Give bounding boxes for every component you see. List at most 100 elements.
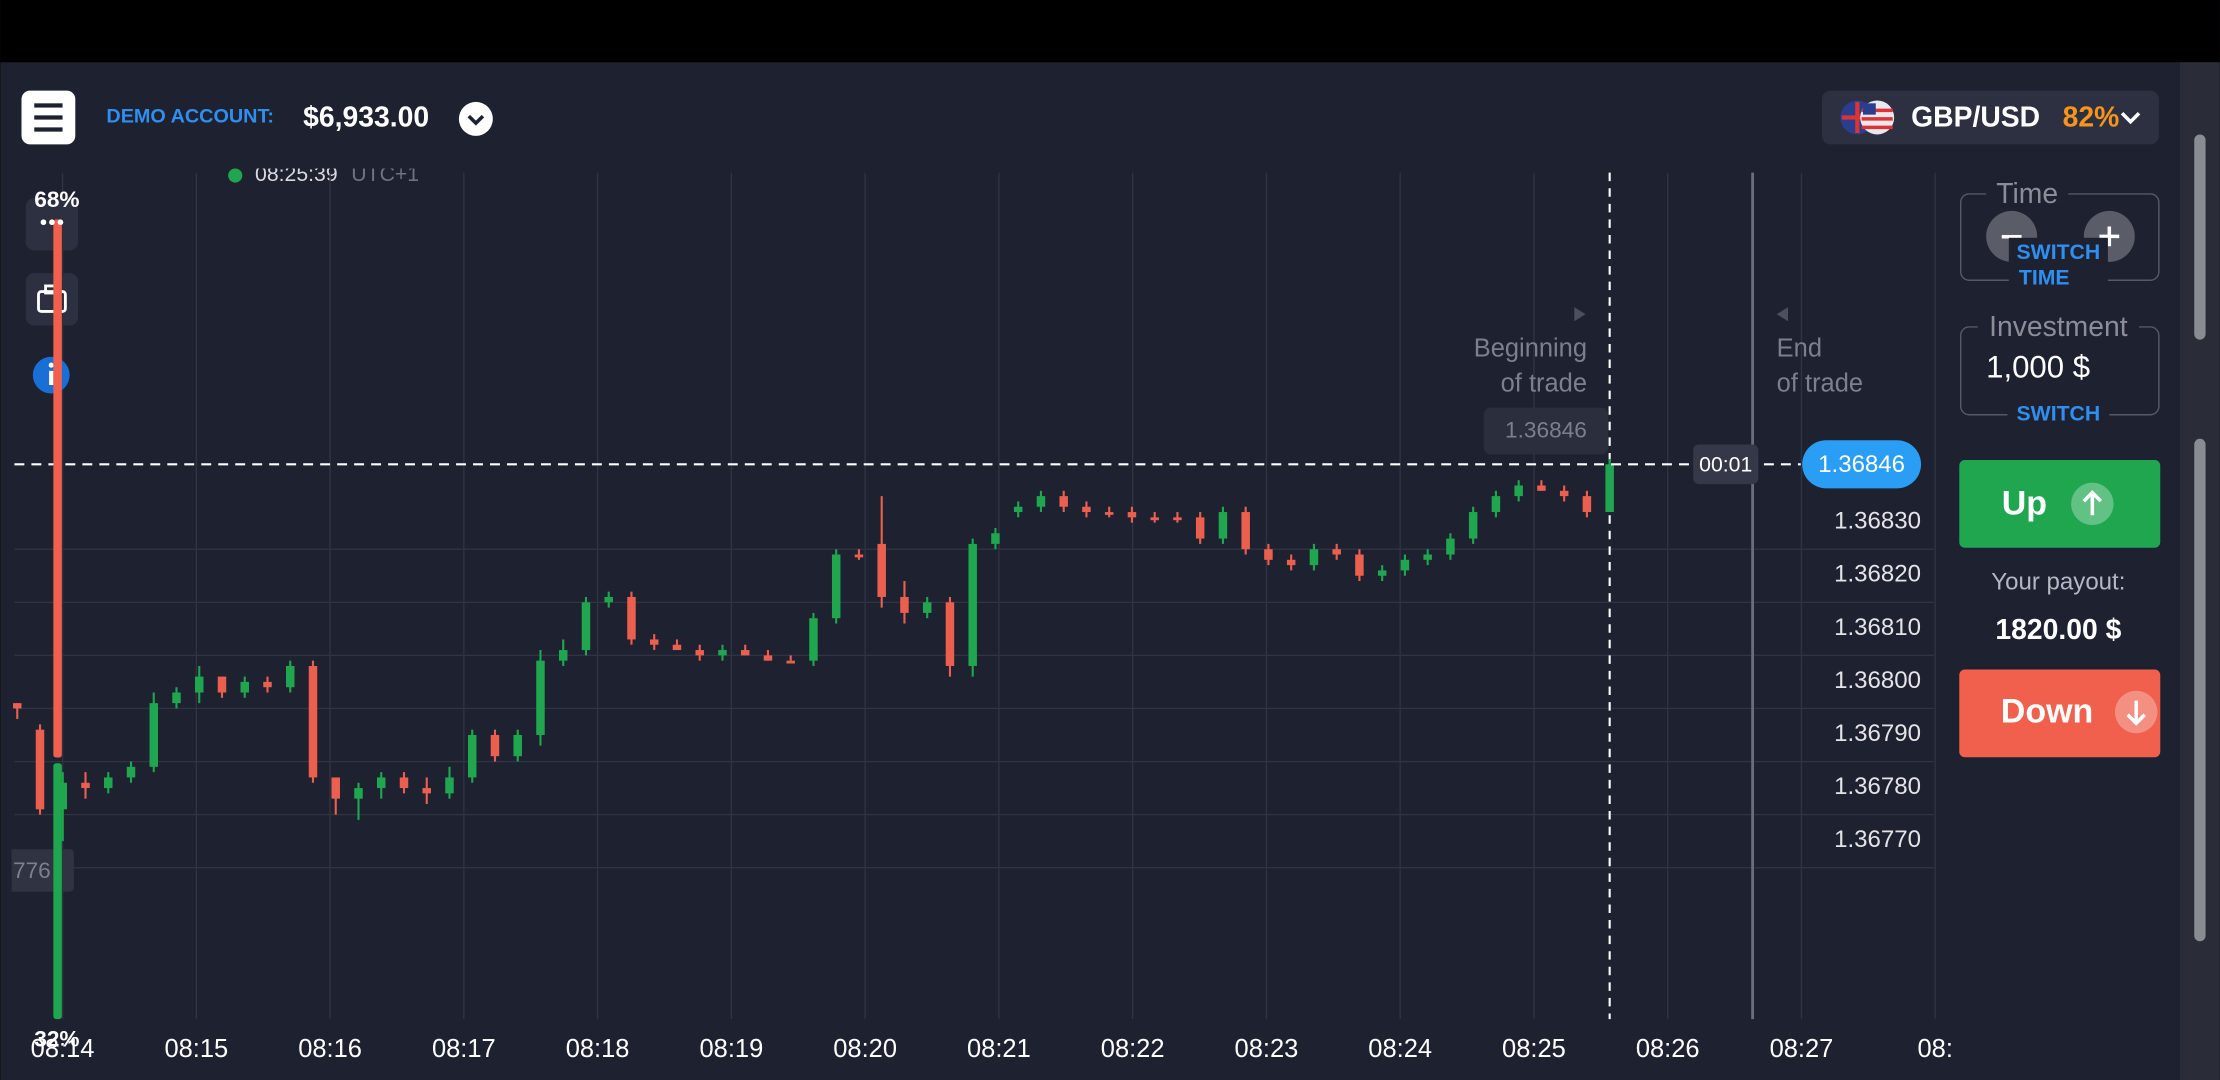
x-tick-label: 08:23 (1235, 1035, 1299, 1063)
switch-time[interactable]: TIME (2019, 266, 2070, 289)
chevron-icon (467, 114, 485, 126)
candle-body (900, 596, 909, 613)
candle-body (649, 639, 659, 645)
minus-icon (2001, 234, 2022, 239)
switch-investment[interactable]: SWITCH (2017, 402, 2101, 425)
y-tick-label: 1.36830 (1834, 508, 1921, 535)
end-label: of trade (1777, 370, 1863, 398)
candle-body (35, 729, 45, 810)
candle-body (536, 660, 545, 735)
info-icon (48, 362, 54, 368)
candle-body (1605, 464, 1614, 513)
label-gap (1977, 314, 2140, 340)
more-icon (57, 219, 64, 226)
candle-body (81, 782, 90, 789)
x-tick-label: 08:26 (1636, 1035, 1700, 1063)
start-label: Beginning (1474, 334, 1587, 362)
candle-body (1491, 496, 1501, 513)
candle-body (672, 644, 682, 651)
candle-body (308, 665, 318, 778)
candle-body (604, 596, 613, 603)
candle-body (1559, 490, 1569, 497)
candle-body (1514, 485, 1523, 497)
x-tick-label: 08:25 (1502, 1035, 1566, 1063)
x-tick-label: 08:17 (432, 1035, 496, 1063)
portfolio-button[interactable] (25, 273, 79, 326)
candle-body (1082, 506, 1091, 513)
candle-body (1036, 496, 1046, 507)
y-tick-label: 1.36780 (1834, 773, 1921, 800)
candle-body (1400, 559, 1410, 571)
candle-body (445, 777, 454, 794)
x-tick-label: 08:21 (967, 1035, 1031, 1063)
candle-body (945, 602, 955, 666)
up-label: Up (2002, 484, 2047, 522)
price-tag-bg (1483, 407, 1609, 455)
candle-body (126, 766, 136, 778)
candle-body (1059, 496, 1068, 507)
candle-body (809, 618, 818, 661)
candle-body (1241, 512, 1250, 550)
asset-selector[interactable] (1821, 90, 2159, 145)
account-dropdown[interactable] (458, 101, 493, 136)
candle-body (331, 777, 340, 799)
sentiment-bar (53, 763, 62, 1020)
x-tick-label: 08:15 (164, 1035, 228, 1063)
candle-body (1537, 485, 1546, 491)
switch-time[interactable]: SWITCH (2017, 241, 2101, 264)
switch-time-bg (2008, 237, 2108, 292)
candle-body (695, 650, 704, 656)
up-arrow (2082, 490, 2103, 516)
candle-body (422, 788, 431, 794)
price-pill-label: 1.36846 (1818, 451, 1905, 478)
payout: 1820.00 $ (1995, 613, 2121, 645)
trade-panel: Time SWITCH TIME Investment 1,000 $ SWIT… (1959, 177, 2161, 758)
candle-body (1173, 517, 1182, 521)
candle-body (195, 676, 204, 693)
candle-body (1446, 538, 1455, 555)
timezone: UTC+1 (351, 163, 419, 186)
investment-amount[interactable]: 1,000 $ (1986, 350, 2090, 385)
plus-icon (2099, 226, 2120, 247)
candle-body (149, 703, 158, 767)
candle-body (1582, 496, 1592, 513)
menu-icon (34, 103, 63, 108)
candle-body (1332, 549, 1341, 555)
up-button[interactable] (1959, 460, 2161, 548)
status-bar (0, 0, 2220, 63)
candle-body (1309, 549, 1319, 566)
x-tick-label: 08:20 (833, 1035, 897, 1063)
candle-body (217, 676, 227, 693)
candle-body (1150, 517, 1159, 521)
candle-body (1104, 512, 1114, 515)
candle-body (763, 655, 773, 661)
x-tick-label: 08:27 (1770, 1035, 1834, 1063)
candle-body (1468, 512, 1478, 539)
candle-body (1195, 517, 1205, 539)
candle-body (285, 665, 295, 688)
candle-body (1355, 554, 1364, 576)
down-button[interactable] (1959, 669, 2161, 758)
candle-body (627, 596, 636, 640)
info-icon (49, 370, 54, 386)
x-tick-label: 08: (1918, 1035, 1953, 1063)
more-icon (49, 219, 55, 226)
start-label: of trade (1501, 370, 1587, 398)
scroll-thumb[interactable] (2194, 134, 2206, 340)
x-tick-label: 08:19 (699, 1035, 763, 1063)
more-icon (40, 219, 47, 226)
y-tick-label: 1.36770 (1834, 826, 1921, 853)
candle-body (991, 533, 1000, 544)
payout-label: Your payout: (1991, 569, 2125, 596)
scroll-thumb[interactable] (2194, 438, 2206, 942)
candle-body (558, 650, 568, 661)
x-tick-label: 08:24 (1368, 1035, 1432, 1063)
balance[interactable]: $6,933.00 (303, 100, 429, 132)
candle-body (263, 681, 272, 688)
candle-body (399, 777, 409, 789)
candle-body (831, 554, 841, 619)
label-gap (2007, 401, 2110, 428)
y-tick-label: 1.36820 (1834, 561, 1921, 588)
